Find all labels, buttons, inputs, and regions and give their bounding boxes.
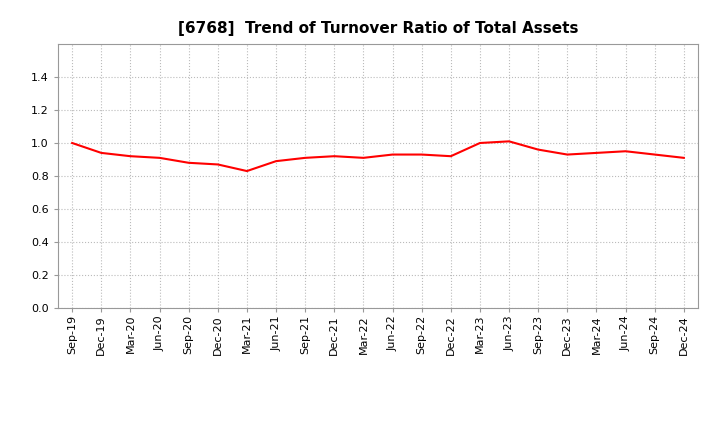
- Title: [6768]  Trend of Turnover Ratio of Total Assets: [6768] Trend of Turnover Ratio of Total …: [178, 21, 578, 36]
